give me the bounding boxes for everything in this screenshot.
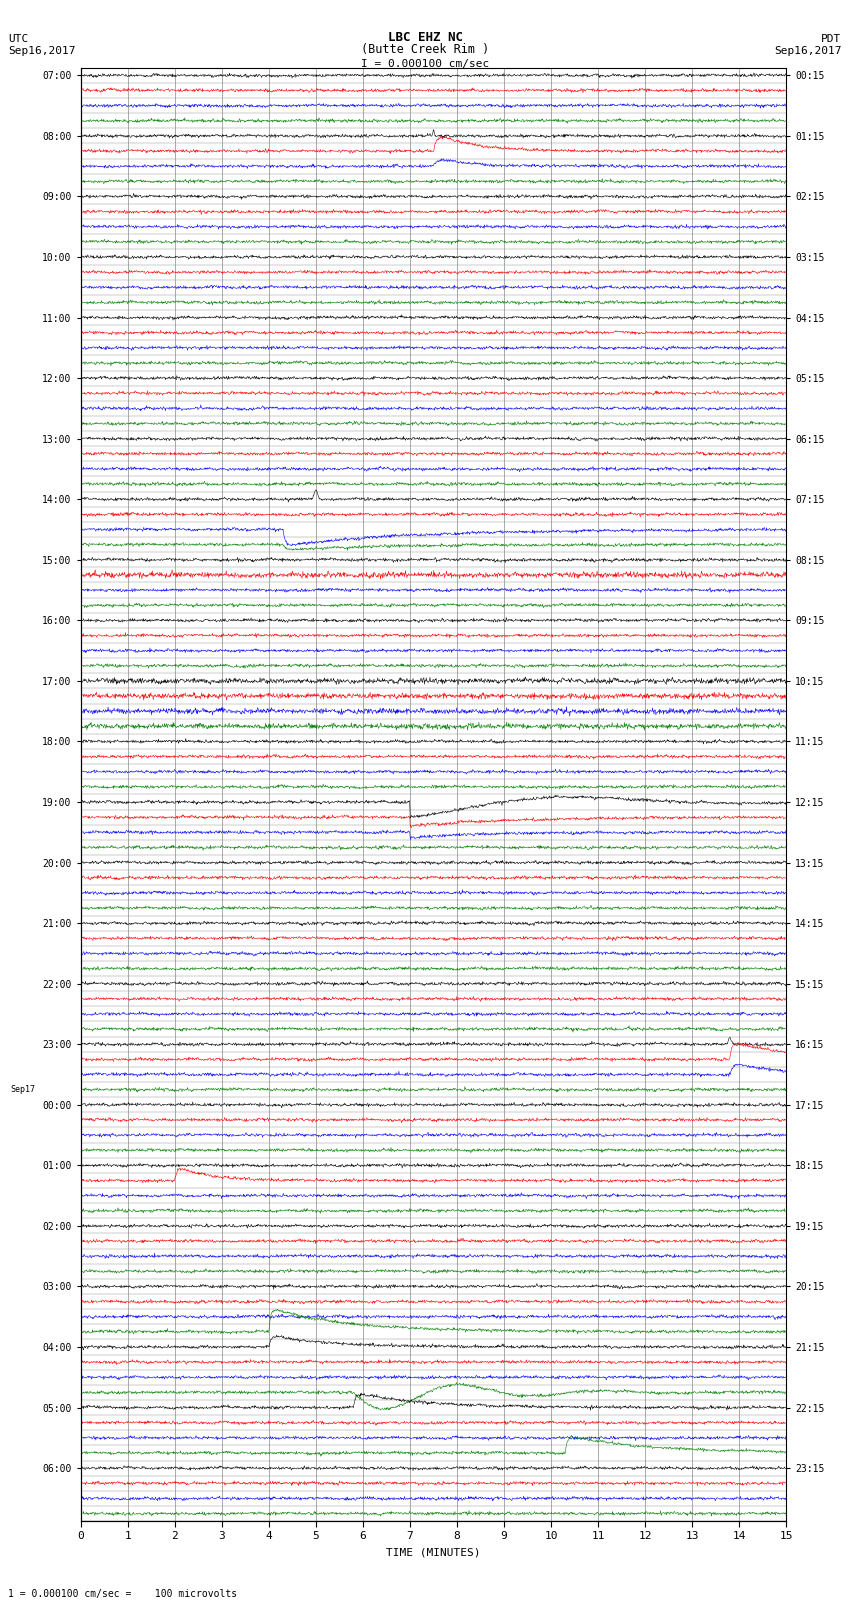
Text: Sep16,2017: Sep16,2017 bbox=[774, 47, 842, 56]
Text: I = 0.000100 cm/sec: I = 0.000100 cm/sec bbox=[361, 60, 489, 69]
Text: 1 = 0.000100 cm/sec =    100 microvolts: 1 = 0.000100 cm/sec = 100 microvolts bbox=[8, 1589, 238, 1598]
Text: Sep16,2017: Sep16,2017 bbox=[8, 47, 76, 56]
Text: LBC EHZ NC: LBC EHZ NC bbox=[388, 31, 462, 44]
X-axis label: TIME (MINUTES): TIME (MINUTES) bbox=[386, 1547, 481, 1557]
Text: PDT: PDT bbox=[821, 34, 842, 44]
Text: (Butte Creek Rim ): (Butte Creek Rim ) bbox=[361, 44, 489, 56]
Text: Sep17: Sep17 bbox=[10, 1086, 35, 1094]
Text: UTC: UTC bbox=[8, 34, 29, 44]
